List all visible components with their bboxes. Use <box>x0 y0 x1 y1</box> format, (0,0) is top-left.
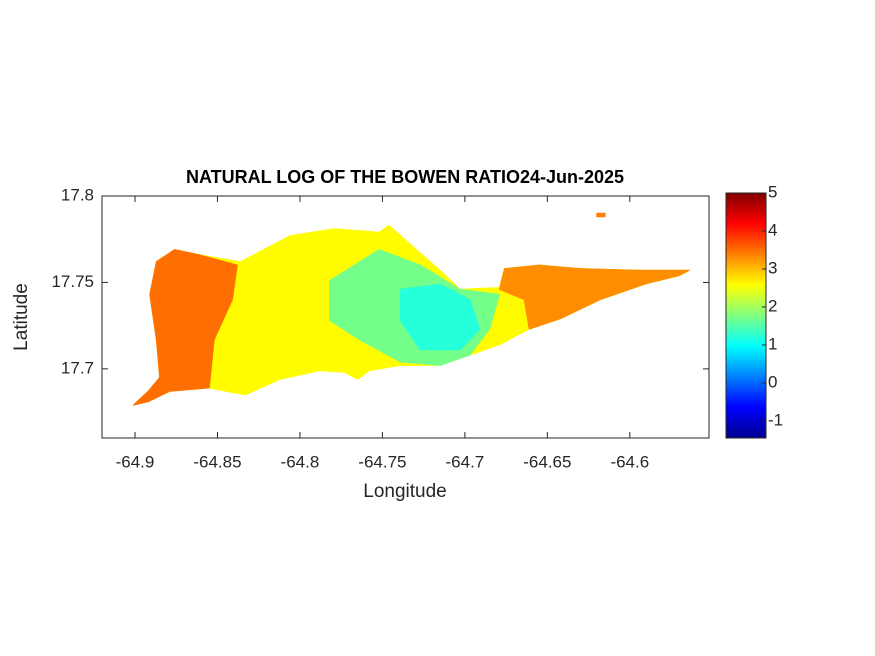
colorbar <box>725 192 767 439</box>
x-tick-label: -64.75 <box>358 452 406 471</box>
data-region <box>596 212 606 218</box>
x-axis-label: Longitude <box>363 481 446 502</box>
colorbar-tick-label: -1 <box>768 410 783 429</box>
colorbar-tick-label: 0 <box>768 372 777 391</box>
y-tick-label: 17.75 <box>51 272 94 291</box>
colorbar-tick-label: 1 <box>768 334 777 353</box>
colorbar-tick-label: 3 <box>768 258 777 277</box>
x-tick-label: -64.8 <box>281 452 320 471</box>
x-tick-label: -64.7 <box>446 452 485 471</box>
x-tick-label: -64.65 <box>523 452 571 471</box>
plot-area <box>132 212 690 406</box>
colorbar-tick-label: 2 <box>768 296 777 315</box>
y-tick-label: 17.8 <box>61 185 94 204</box>
x-tick-label: -64.85 <box>193 452 241 471</box>
data-region <box>400 283 481 351</box>
y-axis-label: Latitude <box>11 283 32 351</box>
x-tick-label: -64.9 <box>116 452 155 471</box>
axes-box <box>101 195 710 439</box>
colorbar-tick-label: 4 <box>768 220 777 239</box>
data-region <box>499 264 690 330</box>
x-tick-label: -64.6 <box>610 452 649 471</box>
colorbar-tick-label: 5 <box>768 182 777 201</box>
chart-title: NATURAL LOG OF THE BOWEN RATIO24-Jun-202… <box>186 167 624 187</box>
y-tick-label: 17.7 <box>61 358 94 377</box>
data-region <box>132 249 238 406</box>
